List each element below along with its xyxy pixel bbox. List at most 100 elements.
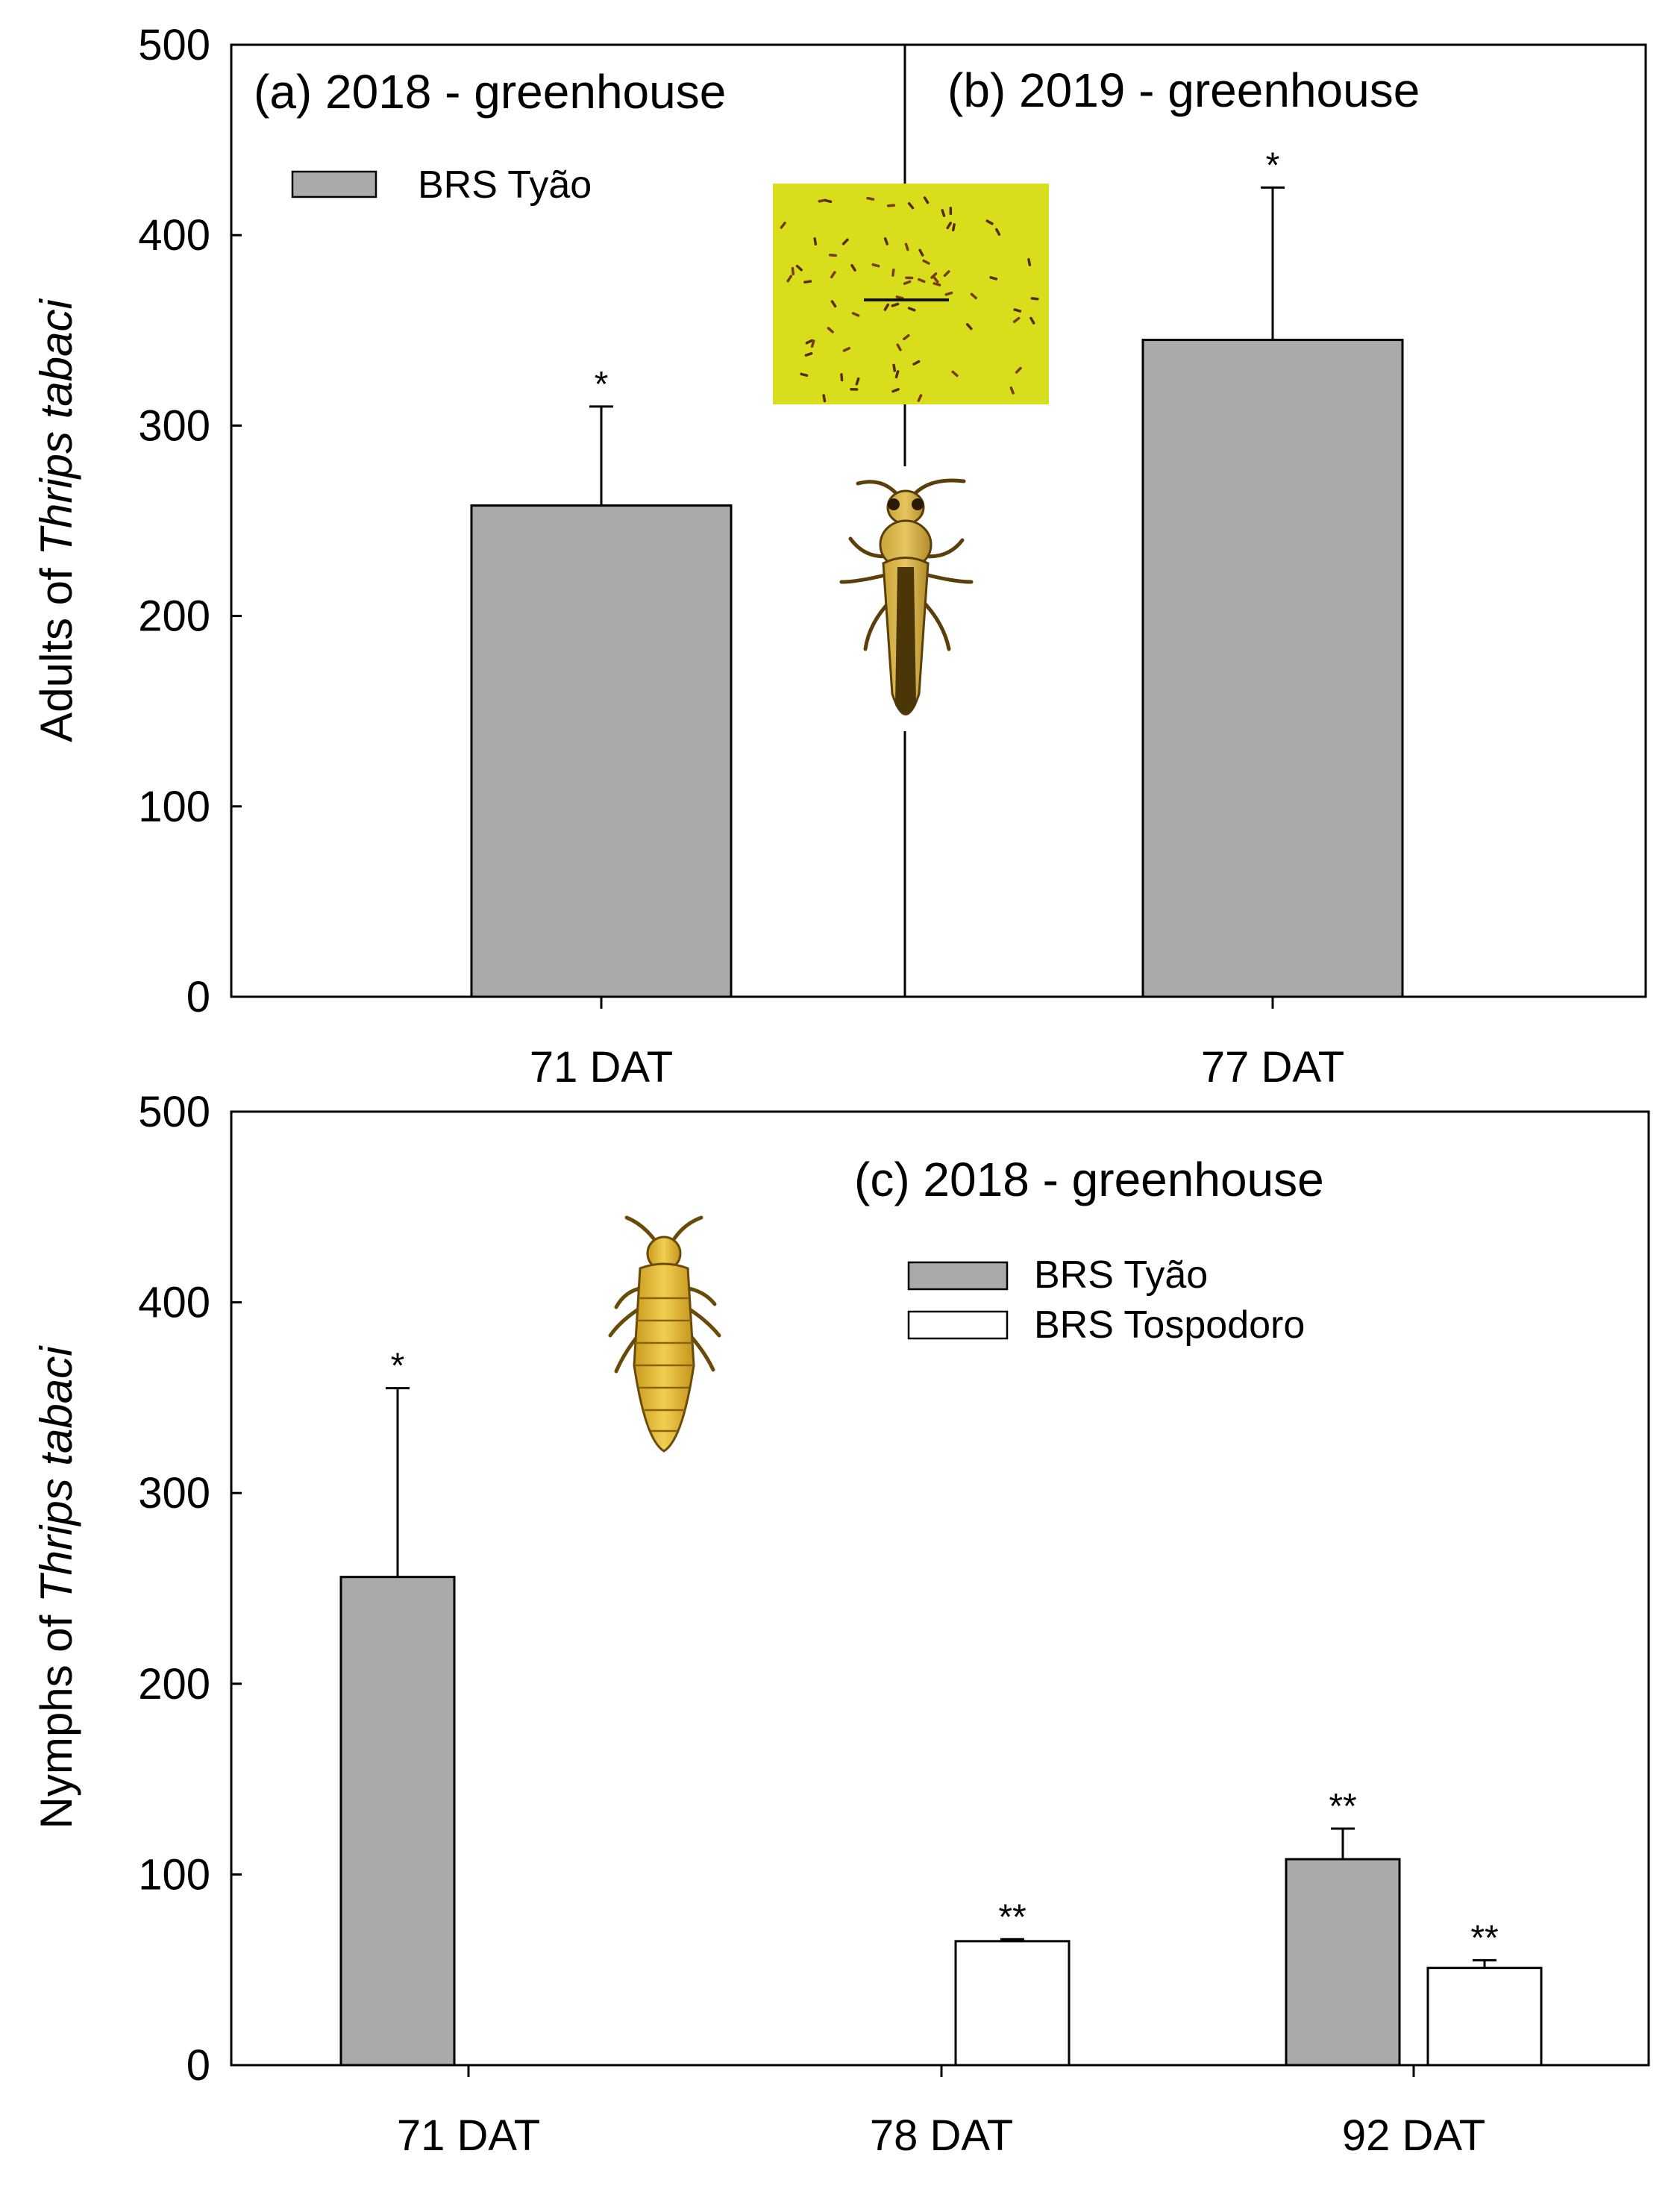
trapped-thrips-speck bbox=[951, 370, 959, 378]
trapped-thrips-speck bbox=[917, 278, 926, 284]
bar bbox=[1426, 1967, 1543, 2067]
x-tick-label: 92 DAT bbox=[1342, 2111, 1485, 2160]
panel-b-label: (b) 2019 - greenhouse bbox=[947, 63, 1420, 117]
trapped-thrips-speck bbox=[851, 312, 860, 317]
trapped-thrips-speck bbox=[829, 254, 838, 257]
nymphs-x-axis: 71 DAT 78 DAT 92 DAT bbox=[397, 2065, 1485, 2160]
y-tick-label: 400 bbox=[138, 1279, 210, 1327]
panel-a-label: (a) 2018 - greenhouse bbox=[254, 65, 726, 119]
significance-mark: ** bbox=[1470, 1918, 1498, 1958]
y-tick-label: 0 bbox=[187, 973, 210, 1021]
adults-y-label-prefix: Adults of bbox=[31, 556, 81, 742]
trapped-thrips-speck bbox=[830, 300, 837, 308]
trapped-thrips-speck bbox=[970, 292, 977, 300]
legend-label-tyao: BRS Tyão bbox=[1034, 1253, 1208, 1297]
trapped-thrips-speck bbox=[892, 363, 897, 372]
nymphs-y-axis-label: Nymphs of Thrips tabaci bbox=[31, 1345, 81, 1829]
y-tick-label: 300 bbox=[138, 401, 210, 450]
x-tick-label: 71 DAT bbox=[397, 2111, 540, 2160]
trapped-thrips-speck bbox=[1015, 366, 1022, 374]
trapped-thrips-speck bbox=[949, 207, 953, 216]
trapped-thrips-speck bbox=[896, 343, 902, 351]
trapped-thrips-speck bbox=[886, 204, 895, 207]
y-tick-label: 300 bbox=[138, 1469, 210, 1518]
trapped-thrips-speck bbox=[965, 323, 973, 331]
significance-mark: * bbox=[595, 365, 609, 404]
significance-mark: ** bbox=[1329, 1787, 1356, 1826]
trapped-thrips-speck bbox=[891, 268, 895, 277]
trapped-thrips-speck bbox=[989, 276, 998, 281]
significance-mark: * bbox=[1266, 145, 1280, 185]
sticky-trap-photo bbox=[773, 184, 1049, 404]
trapped-thrips-speck bbox=[1013, 308, 1022, 313]
nymphs-legend: BRS Tyão BRS Tospodoro bbox=[907, 1253, 1305, 1347]
bar bbox=[339, 1576, 456, 2067]
trapped-thrips-speck bbox=[803, 280, 812, 284]
adults-x-axis: 71 DAT 77 DAT bbox=[530, 997, 1344, 1092]
trapped-thrips-speck bbox=[824, 198, 833, 204]
trapped-thrips-speck bbox=[855, 377, 860, 386]
legend-swatch-tyao bbox=[291, 170, 377, 198]
trapped-thrips-speck bbox=[922, 259, 930, 265]
significance-mark: ** bbox=[998, 1897, 1026, 1937]
trapped-thrips-speck bbox=[891, 302, 900, 307]
bar bbox=[954, 1940, 1071, 2067]
trapped-thrips-speck bbox=[850, 263, 856, 272]
trapped-thrips-speck bbox=[871, 263, 880, 268]
trapped-thrips-speck bbox=[903, 333, 910, 341]
y-tick-label: 0 bbox=[187, 2041, 210, 2090]
trapped-thrips-speck bbox=[810, 339, 815, 348]
panel-c-label: (c) 2018 - greenhouse bbox=[854, 1153, 1324, 1206]
nymphs-y-label-prefix: Nymphs of bbox=[31, 1603, 81, 1829]
trapped-thrips-speck bbox=[907, 307, 916, 312]
trapped-thrips-speck bbox=[951, 223, 956, 232]
trapped-thrips-speck bbox=[903, 280, 912, 285]
trapped-thrips-specks bbox=[780, 196, 1039, 403]
trapped-thrips-speck bbox=[933, 282, 941, 286]
trapped-thrips-speck bbox=[1030, 297, 1039, 301]
nymphs-y-label-species: Thrips tabaci bbox=[31, 1345, 81, 1603]
y-tick-label: 200 bbox=[138, 1660, 210, 1709]
bar bbox=[1285, 1858, 1401, 2067]
trapped-thrips-speck bbox=[894, 370, 900, 379]
legend-label-tospodoro: BRS Tospodoro bbox=[1034, 1303, 1305, 1347]
trapped-thrips-speck bbox=[830, 271, 836, 279]
trapped-thrips-speck bbox=[943, 270, 950, 278]
trapped-thrips-speck bbox=[795, 264, 803, 272]
trapped-thrips-speck bbox=[850, 388, 859, 391]
y-tick-label: 100 bbox=[138, 1850, 210, 1899]
trapped-thrips-speck bbox=[944, 291, 953, 296]
y-tick-label: 100 bbox=[138, 783, 210, 831]
trapped-thrips-speck bbox=[780, 222, 786, 229]
trapped-thrips-speck bbox=[941, 209, 946, 217]
trapped-thrips-speck bbox=[946, 222, 953, 230]
adults-y-label-species: Thrips tabaci bbox=[31, 298, 81, 556]
x-tick-label: 78 DAT bbox=[870, 2111, 1013, 2160]
trapped-thrips-speck bbox=[994, 228, 1001, 237]
trapped-thrips-speck bbox=[842, 346, 851, 352]
trapped-thrips-speck bbox=[907, 201, 915, 210]
y-tick-label: 200 bbox=[138, 592, 210, 641]
y-tick-label: 500 bbox=[138, 21, 210, 69]
nymph-thrips-illustration bbox=[608, 1215, 721, 1453]
legend-swatch-tyao bbox=[907, 1261, 1009, 1291]
legend-label-tyao: BRS Tyão bbox=[418, 163, 592, 207]
y-tick-label: 400 bbox=[138, 211, 210, 260]
trapped-thrips-speck bbox=[930, 272, 938, 279]
nymphs-plot-frame bbox=[230, 1110, 1650, 2067]
trapped-thrips-speck bbox=[1012, 316, 1021, 324]
x-tick-label: 71 DAT bbox=[530, 1043, 673, 1092]
adults-legend: BRS Tyão bbox=[291, 163, 592, 207]
nymphs-y-axis: 0 100 200 300 400 500 bbox=[138, 1088, 242, 2090]
adults-bars: ** bbox=[470, 145, 1404, 998]
trapped-thrips-speck bbox=[904, 242, 909, 251]
trapped-thrips-speck bbox=[791, 266, 795, 275]
nymphs-bars: ******* bbox=[339, 1347, 1543, 2067]
bar bbox=[470, 504, 733, 998]
trapped-thrips-speck bbox=[786, 275, 793, 283]
trapped-thrips-speck bbox=[923, 196, 930, 204]
adults-plot-frame bbox=[230, 43, 1647, 998]
